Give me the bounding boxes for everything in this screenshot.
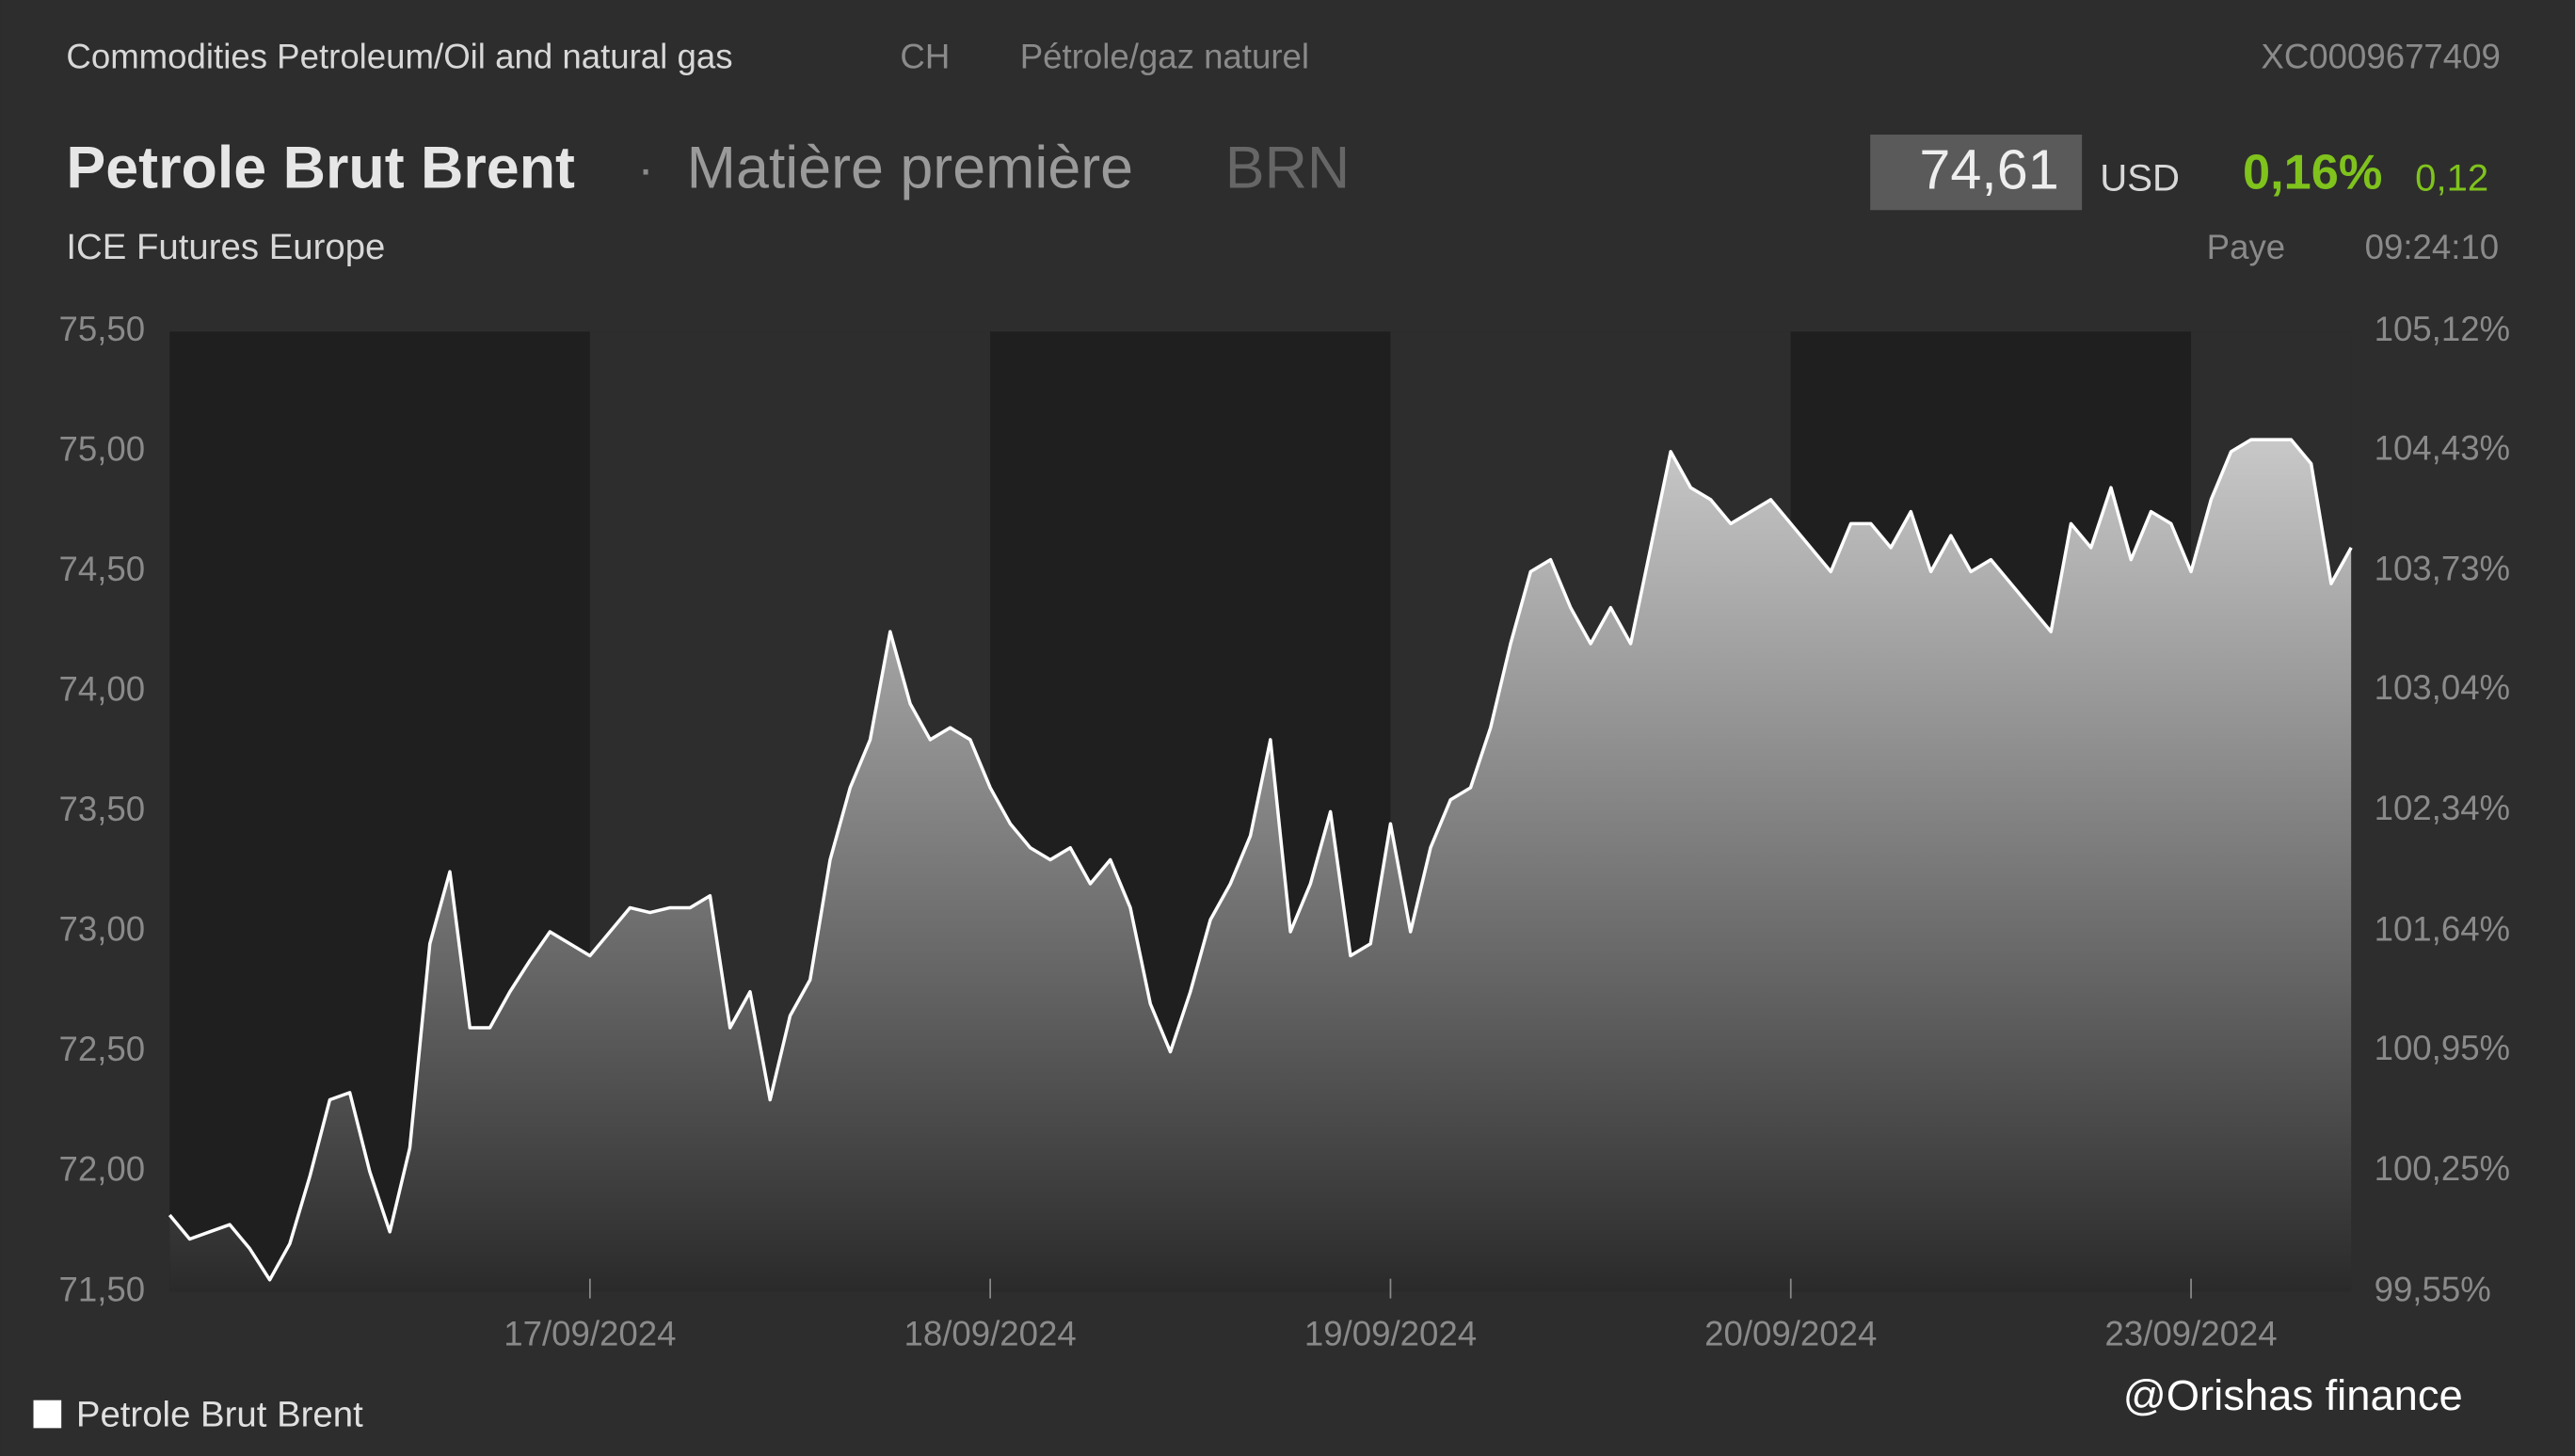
symbol: BRN: [1225, 136, 1351, 201]
y2-tick-label: 103,04%: [2375, 668, 2511, 707]
y2-tick-label: 99,55%: [2375, 1270, 2491, 1308]
instrument-kind: Matière première: [687, 136, 1133, 201]
watermark: @Orishas finance: [2123, 1371, 2463, 1419]
y2-tick-label: 101,64%: [2375, 909, 2511, 948]
y2-tick-label: 100,95%: [2375, 1029, 2511, 1067]
legend-swatch: [33, 1400, 62, 1429]
change: 0,12: [2415, 157, 2488, 199]
y2-tick-label: 104,43%: [2375, 428, 2511, 467]
price-box: [1870, 135, 2083, 211]
currency: USD: [2100, 157, 2180, 199]
y-tick-label: 74,00: [58, 670, 145, 709]
legend-label[interactable]: Petrole Brut Brent: [76, 1394, 363, 1434]
country: CH: [900, 37, 950, 75]
y-tick-label: 74,50: [58, 550, 145, 588]
y2-tick-label: 103,73%: [2375, 550, 2511, 588]
y-tick-label: 72,50: [58, 1030, 145, 1068]
isin: XC0009677409: [2261, 37, 2500, 75]
y-tick-label: 71,50: [58, 1270, 145, 1308]
x-tick-label: 20/09/2024: [1704, 1314, 1877, 1352]
x-tick-label: 17/09/2024: [504, 1314, 676, 1352]
x-tick-label: 23/09/2024: [2104, 1314, 2277, 1352]
y-tick-label: 75,00: [58, 430, 145, 469]
separator: ·: [637, 142, 653, 197]
time: 09:24:10: [2365, 228, 2500, 266]
price: 74,61: [1919, 138, 2058, 201]
x-tick-label: 19/09/2024: [1304, 1314, 1477, 1352]
plot: [168, 438, 2353, 1292]
y-tick-label: 73,50: [58, 790, 145, 828]
sector[interactable]: Pétrole/gaz naturel: [1020, 37, 1309, 75]
y-tick-label: 72,00: [58, 1150, 145, 1189]
change-percent: 0,16%: [2243, 145, 2382, 200]
exchange: ICE Futures Europe: [66, 227, 385, 267]
y2-tick-label: 102,34%: [2375, 789, 2511, 827]
market: Paye: [2207, 228, 2285, 266]
breadcrumb[interactable]: Commodities Petroleum/Oil and natural ga…: [66, 37, 732, 75]
y2-tick-label: 100,25%: [2375, 1149, 2511, 1188]
area: [169, 440, 2352, 1292]
instrument-name: Petrole Brut Brent: [66, 136, 575, 201]
y-tick-label: 75,50: [58, 310, 145, 348]
x-tick-label: 18/09/2024: [904, 1314, 1077, 1352]
y-tick-label: 73,00: [58, 910, 145, 949]
line: [168, 438, 2353, 1282]
y2-tick-label: 105,12%: [2375, 310, 2511, 348]
